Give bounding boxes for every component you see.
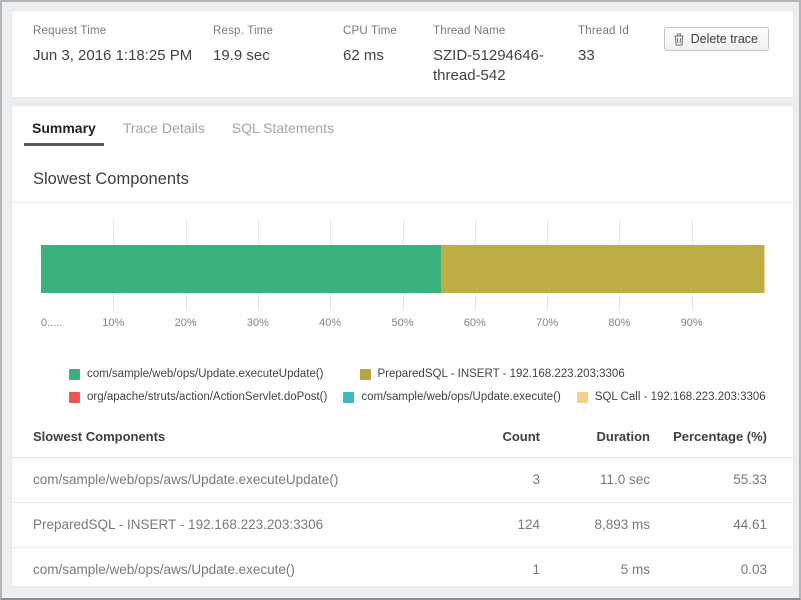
legend-item-sqlcall[interactable]: SQL Call - 192.168.223.203:3306: [576, 391, 766, 403]
cell-duration: 11.0 sec: [540, 457, 650, 503]
tick-60: 60%: [463, 317, 486, 329]
tick-10: 10%: [102, 317, 125, 329]
cell-component: PreparedSQL - INSERT - 192.168.223.203:3…: [12, 502, 460, 548]
section-title: Slowest Components: [12, 146, 793, 203]
tick-40: 40%: [319, 317, 342, 329]
cpu-time-field: CPU Time 62 ms: [343, 25, 433, 66]
legend-label: com/sample/web/ops/Update.execute(): [361, 391, 561, 403]
resp-time-label: Resp. Time: [213, 25, 274, 37]
thread-name-field: Thread Name SZID-51294646-thread-542: [433, 25, 578, 86]
col-header-percentage[interactable]: Percentage (%): [650, 417, 793, 458]
tab-summary[interactable]: Summary: [22, 120, 106, 146]
tick-90: 90%: [680, 317, 703, 329]
legend-label: com/sample/web/ops/Update.executeUpdate(…: [87, 368, 324, 380]
legend-label: SQL Call - 192.168.223.203:3306: [594, 391, 766, 403]
tick-0: 0.....: [41, 317, 63, 329]
request-time-field: Request Time Jun 3, 2016 1:18:25 PM: [33, 25, 213, 66]
table-row[interactable]: PreparedSQL - INSERT - 192.168.223.203:3…: [12, 502, 793, 548]
stacked-bar: [41, 245, 764, 293]
cell-component: com/sample/web/ops/aws/Update.execute(): [12, 547, 460, 593]
cell-component: SQL Call - 192.168.223.203:3306: [12, 593, 460, 599]
resp-time-value: 19.9 sec: [213, 47, 270, 64]
legend-item-executeUpdate[interactable]: com/sample/web/ops/Update.executeUpdate(…: [69, 368, 324, 380]
thread-id-label: Thread Id: [578, 25, 630, 37]
resp-time-field: Resp. Time 19.9 sec: [213, 25, 343, 66]
cpu-time-label: CPU Time: [343, 25, 397, 37]
thread-id-field: Thread Id 33: [578, 25, 648, 66]
tick-20: 20%: [174, 317, 197, 329]
cell-percentage: 44.61: [650, 502, 793, 548]
legend-swatch-teal: [343, 391, 355, 403]
slowest-components-table: Slowest Components Count Duration Percen…: [12, 417, 793, 599]
cell-count: 124: [460, 502, 540, 548]
cell-duration: 4 ms: [540, 593, 650, 599]
legend-swatch-gold: [359, 368, 371, 380]
legend-swatch-red: [69, 391, 80, 403]
table-row[interactable]: com/sample/web/ops/aws/Update.executeUpd…: [12, 457, 793, 503]
tab-sql-statements[interactable]: SQL Statements: [231, 120, 334, 136]
delete-trace-label: Delete trace: [690, 32, 758, 46]
legend-item-dopost[interactable]: org/apache/struts/action/ActionServlet.d…: [69, 391, 327, 403]
bar-segment-preparedsql[interactable]: [441, 245, 764, 293]
tick-70: 70%: [536, 317, 559, 329]
col-header-duration[interactable]: Duration: [540, 417, 650, 458]
bar-segment-executeUpdate[interactable]: [41, 245, 442, 293]
tab-bar: Summary Trace Details SQL Statements: [12, 106, 793, 146]
col-header-count[interactable]: Count: [460, 417, 540, 458]
cell-duration: 8,893 ms: [540, 502, 650, 548]
trace-summary-card: Request Time Jun 3, 2016 1:18:25 PM Resp…: [11, 10, 794, 98]
table-row[interactable]: com/sample/web/ops/aws/Update.execute() …: [12, 547, 793, 593]
trace-detail-card: Summary Trace Details SQL Statements Slo…: [11, 105, 794, 593]
table-row[interactable]: SQL Call - 192.168.223.203:3306 2 4 ms 0…: [12, 593, 793, 599]
legend-row-1: com/sample/web/ops/Update.executeUpdate(…: [69, 368, 793, 380]
cell-count: 2: [460, 593, 540, 599]
request-time-value: Jun 3, 2016 1:18:25 PM: [33, 47, 193, 64]
cell-percentage: 0.03: [650, 547, 793, 593]
tick-80: 80%: [608, 317, 631, 329]
slowest-components-chart: 0..... 10% 20% 30% 40% 50% 60% 70% 80% 9…: [41, 220, 764, 332]
request-time-label: Request Time: [33, 25, 107, 37]
cell-duration: 5 ms: [540, 547, 650, 593]
chart-legend: com/sample/web/ops/Update.executeUpdate(…: [69, 368, 793, 403]
tick-50: 50%: [391, 317, 414, 329]
col-header-components[interactable]: Slowest Components: [12, 417, 460, 458]
tab-trace-details[interactable]: Trace Details: [122, 120, 205, 136]
cell-component: com/sample/web/ops/aws/Update.executeUpd…: [12, 457, 460, 503]
delete-trace-button[interactable]: Delete trace: [663, 27, 769, 51]
legend-swatch-peach: [576, 391, 588, 403]
thread-id-value: 33: [578, 47, 595, 64]
thread-name-label: Thread Name: [433, 25, 506, 37]
cell-count: 1: [460, 547, 540, 593]
legend-row-2: org/apache/struts/action/ActionServlet.d…: [69, 391, 793, 403]
legend-label: PreparedSQL - INSERT - 192.168.223.203:3…: [377, 368, 625, 380]
legend-item-preparedsql[interactable]: PreparedSQL - INSERT - 192.168.223.203:3…: [359, 368, 625, 380]
table-header-row: Slowest Components Count Duration Percen…: [12, 417, 793, 458]
chart-plot-area: [41, 220, 764, 310]
cell-percentage: 0.02: [650, 593, 793, 599]
trash-icon: [673, 33, 685, 46]
cell-percentage: 55.33: [650, 457, 793, 503]
x-axis-ticks: 0..... 10% 20% 30% 40% 50% 60% 70% 80% 9…: [41, 317, 764, 332]
legend-swatch-green: [69, 368, 80, 380]
cpu-time-value: 62 ms: [343, 47, 384, 64]
legend-label: org/apache/struts/action/ActionServlet.d…: [87, 391, 328, 403]
tick-30: 30%: [246, 317, 269, 329]
cell-count: 3: [460, 457, 540, 503]
legend-item-execute[interactable]: com/sample/web/ops/Update.execute(): [343, 391, 561, 403]
thread-name-value: SZID-51294646-thread-542: [433, 47, 544, 84]
